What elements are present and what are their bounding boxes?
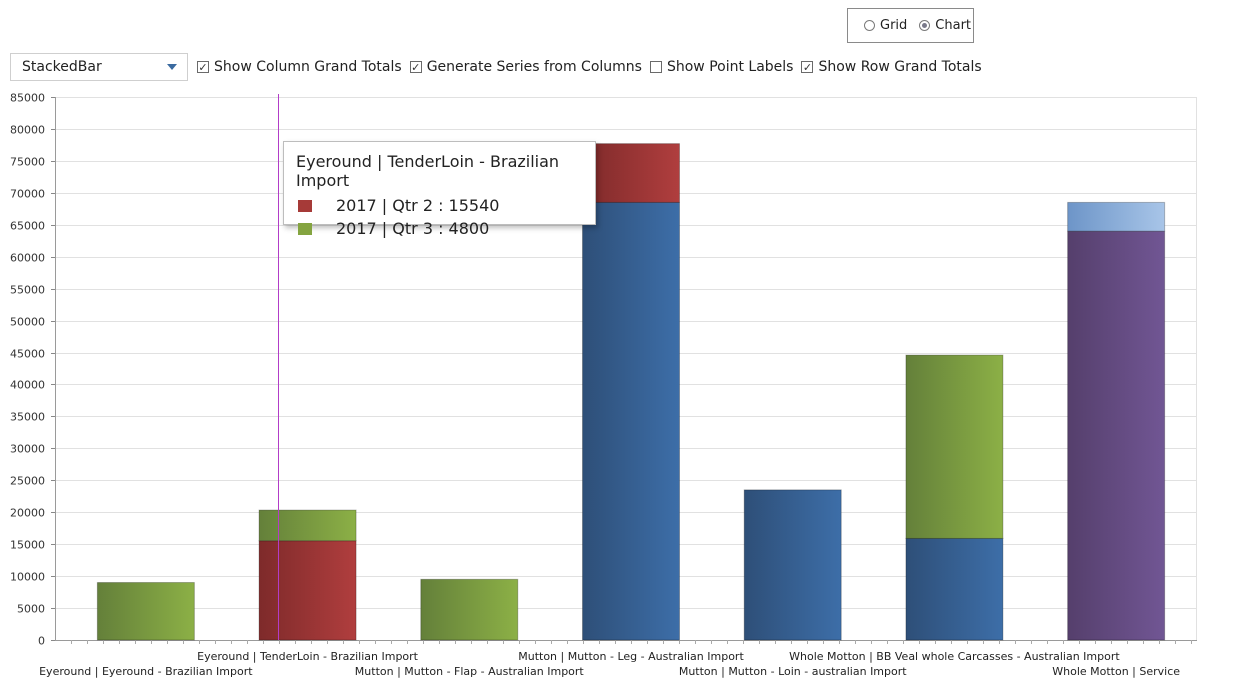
view-toggle: Grid Chart bbox=[847, 8, 974, 43]
x-category-label: Mutton | Mutton - Loin - australian Impo… bbox=[679, 665, 907, 678]
y-tick-label: 0 bbox=[38, 635, 45, 648]
y-tick-label: 25000 bbox=[10, 475, 45, 488]
checkbox-generate-series-from-columns-box[interactable]: ✓ bbox=[409, 60, 422, 74]
y-tick-label: 30000 bbox=[10, 443, 45, 456]
tooltip-title: Eyeround | TenderLoin - Brazilian Import bbox=[296, 152, 560, 190]
bar-segment[interactable] bbox=[905, 537, 1004, 641]
checkbox-show-column-grand-totals-box[interactable]: ✓ bbox=[197, 60, 209, 74]
bar-segment[interactable] bbox=[582, 143, 680, 203]
bar-segment[interactable] bbox=[420, 578, 519, 641]
chart-type-dropdown[interactable]: StackedBar bbox=[10, 53, 188, 81]
y-tick-label: 20000 bbox=[10, 507, 45, 520]
x-category-label: Mutton | Mutton - Leg - Australian Impor… bbox=[518, 650, 744, 663]
bar-segment[interactable] bbox=[905, 354, 1004, 539]
y-tick-label: 50000 bbox=[10, 316, 45, 329]
x-category-label: Eyeround | TenderLoin - Brazilian Import bbox=[197, 650, 419, 663]
y-tick-label: 60000 bbox=[10, 252, 45, 265]
y-tick-label: 65000 bbox=[10, 220, 45, 233]
tooltip-swatch-qtr2 bbox=[298, 199, 312, 212]
y-tick-label: 80000 bbox=[10, 124, 45, 137]
checkbox-generate-series-from-columns-label[interactable]: Generate Series from Columns bbox=[426, 59, 642, 75]
tooltip-text-qtr3: 2017 | Qtr 3 : 4800 bbox=[336, 219, 490, 238]
y-tick-label: 35000 bbox=[10, 411, 45, 424]
x-category-label: Eyeround | Eyeround - Brazilian Import bbox=[39, 665, 253, 678]
bar-segment[interactable] bbox=[743, 489, 842, 641]
y-tick-label: 55000 bbox=[10, 284, 45, 297]
y-tick-label: 40000 bbox=[10, 379, 45, 392]
checkbox-show-column-grand-totals-label[interactable]: Show Column Grand Totals bbox=[214, 59, 402, 75]
y-tick-label: 85000 bbox=[10, 92, 45, 105]
x-category-label: Whole Motton | Service bbox=[1052, 665, 1180, 678]
checkbox-show-row-grand-totals-label[interactable]: Show Row Grand Totals bbox=[818, 59, 982, 75]
tooltip-row-qtr2: 2017 | Qtr 2 : 15540 bbox=[296, 196, 595, 215]
bar-segment[interactable] bbox=[258, 540, 357, 641]
radio-grid[interactable]: Grid bbox=[864, 18, 907, 33]
y-tick-label: 15000 bbox=[10, 539, 45, 552]
chart-type-value: StackedBar bbox=[22, 59, 102, 75]
tooltip-text-qtr2: 2017 | Qtr 2 : 15540 bbox=[336, 196, 500, 215]
checkbox-generate-series-from-columns[interactable]: ✓ Generate Series from Columns bbox=[409, 59, 642, 75]
radio-chart-circle[interactable] bbox=[919, 20, 931, 31]
checkbox-show-point-labels[interactable]: Show Point Labels bbox=[649, 59, 794, 75]
checkbox-show-column-grand-totals[interactable]: ✓ Show Column Grand Totals bbox=[197, 59, 402, 75]
x-category-label: Whole Motton | BB Veal whole Carcasses -… bbox=[789, 650, 1120, 663]
bar-segment[interactable] bbox=[1067, 201, 1166, 232]
y-tick-label: 75000 bbox=[10, 156, 45, 169]
y-tick-label: 70000 bbox=[10, 188, 45, 201]
checkbox-show-row-grand-totals-box[interactable]: ✓ bbox=[801, 60, 814, 74]
chevron-down-icon[interactable] bbox=[167, 64, 177, 70]
radio-grid-circle[interactable] bbox=[864, 20, 875, 31]
radio-chart[interactable]: Chart bbox=[919, 18, 971, 33]
checkbox-show-point-labels-label[interactable]: Show Point Labels bbox=[666, 59, 794, 75]
chart-toolbar: StackedBar ✓ Show Column Grand Totals ✓ … bbox=[10, 52, 990, 82]
y-tick-label: 45000 bbox=[10, 348, 45, 361]
x-category-label: Mutton | Mutton - Flap - Australian Impo… bbox=[355, 665, 585, 678]
tooltip-swatch-qtr3 bbox=[298, 222, 312, 235]
y-tick-label: 10000 bbox=[10, 571, 45, 584]
radio-chart-label[interactable]: Chart bbox=[935, 18, 972, 33]
y-tick-label: 5000 bbox=[17, 603, 45, 616]
checkbox-show-point-labels-box[interactable] bbox=[649, 61, 662, 73]
checkbox-show-row-grand-totals[interactable]: ✓ Show Row Grand Totals bbox=[801, 59, 982, 75]
bar-segment[interactable] bbox=[96, 582, 195, 641]
bar-segment[interactable] bbox=[582, 201, 680, 641]
tooltip-row-qtr3: 2017 | Qtr 3 : 4800 bbox=[296, 219, 595, 238]
chart-tooltip: Eyeround | TenderLoin - Brazilian Import… bbox=[283, 141, 596, 238]
radio-grid-label[interactable]: Grid bbox=[880, 18, 908, 33]
bar-segment[interactable] bbox=[258, 509, 357, 542]
bar-segment[interactable] bbox=[1067, 230, 1166, 641]
